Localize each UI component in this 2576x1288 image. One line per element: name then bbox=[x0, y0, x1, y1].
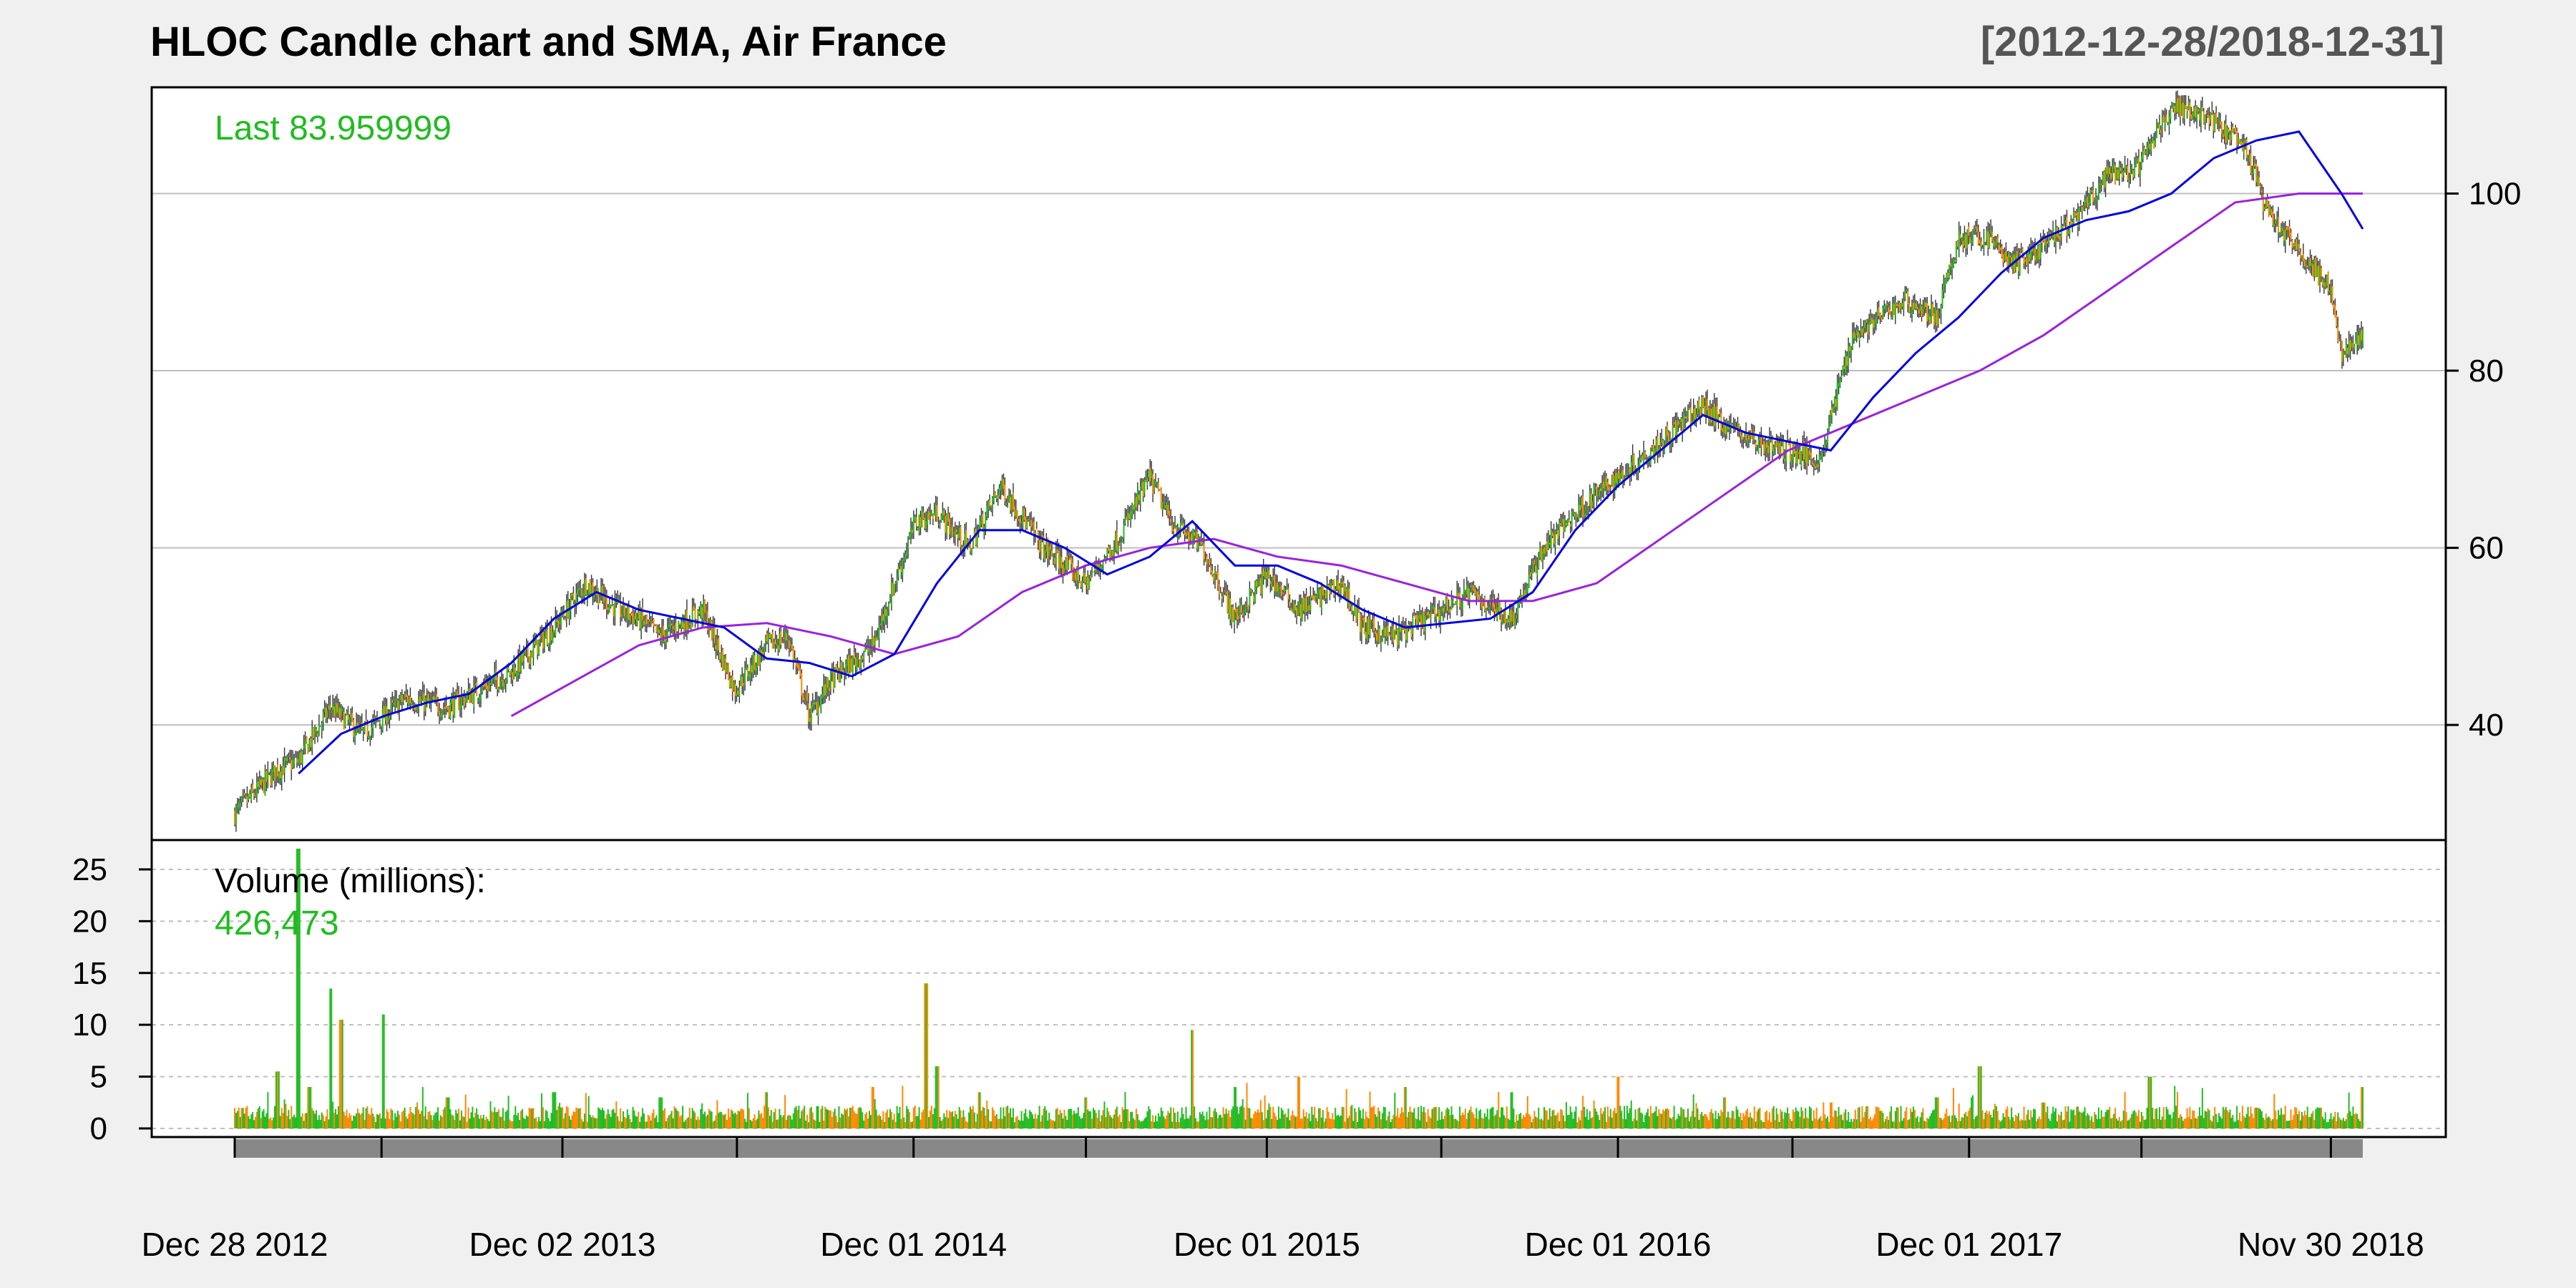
price-axis: 40 60 80 100 bbox=[2446, 177, 2521, 743]
time-label: Dec 01 2017 bbox=[1875, 1226, 2062, 1263]
time-ticks bbox=[233, 1137, 2332, 1158]
volume-bars bbox=[234, 849, 2363, 1128]
last-price-label: Last 83.959999 bbox=[215, 109, 452, 147]
sma-long-line bbox=[510, 192, 2363, 718]
volume-panel-frame bbox=[150, 839, 2447, 1138]
volume-tick-label: 5 bbox=[90, 1060, 107, 1095]
price-candles bbox=[234, 90, 2363, 832]
volume-tick-label: 25 bbox=[72, 852, 107, 887]
time-label: Dec 01 2015 bbox=[1174, 1226, 1360, 1263]
time-label: Nov 30 2018 bbox=[2238, 1226, 2424, 1263]
price-gridlines bbox=[152, 192, 2446, 726]
volume-label: Volume (millions): bbox=[215, 862, 486, 900]
volume-tick-label: 15 bbox=[72, 956, 107, 991]
price-tick-label: 40 bbox=[2469, 708, 2504, 743]
volume-axis: 0 5 10 15 20 25 bbox=[72, 852, 152, 1146]
time-label: Dec 02 2013 bbox=[469, 1226, 656, 1263]
date-range-label: [2012-12-28/2018-12-31] bbox=[1981, 19, 2444, 65]
time-slider-bar[interactable] bbox=[235, 1139, 2363, 1158]
price-panel: 40 60 80 100 Last 83.959999 bbox=[152, 87, 2521, 840]
chart-title: HLOC Candle chart and SMA, Air France bbox=[150, 19, 947, 65]
sma-short-line bbox=[298, 130, 2364, 775]
price-panel-bg bbox=[152, 87, 2446, 840]
volume-tick-label: 10 bbox=[72, 1008, 107, 1043]
time-axis: Dec 28 2012 Dec 02 2013 Dec 01 2014 Dec 01 … bbox=[142, 1137, 2424, 1263]
volume-panel: 0 5 10 15 20 25 Volume (millions): 426,473 bbox=[72, 840, 2446, 1146]
volume-tick-label: 0 bbox=[90, 1111, 107, 1146]
price-tick-label: 80 bbox=[2469, 353, 2504, 389]
volume-tick-label: 20 bbox=[72, 904, 107, 939]
volume-last-label: 426,473 bbox=[215, 904, 339, 942]
time-labels: Dec 28 2012 Dec 02 2013 Dec 01 2014 Dec 01 … bbox=[142, 1226, 2424, 1263]
time-label: Dec 01 2016 bbox=[1525, 1226, 1712, 1263]
time-label: Dec 01 2014 bbox=[820, 1226, 1007, 1263]
price-tick-label: 100 bbox=[2469, 177, 2521, 212]
time-label: Dec 28 2012 bbox=[142, 1226, 328, 1263]
price-tick-label: 60 bbox=[2469, 531, 2504, 566]
